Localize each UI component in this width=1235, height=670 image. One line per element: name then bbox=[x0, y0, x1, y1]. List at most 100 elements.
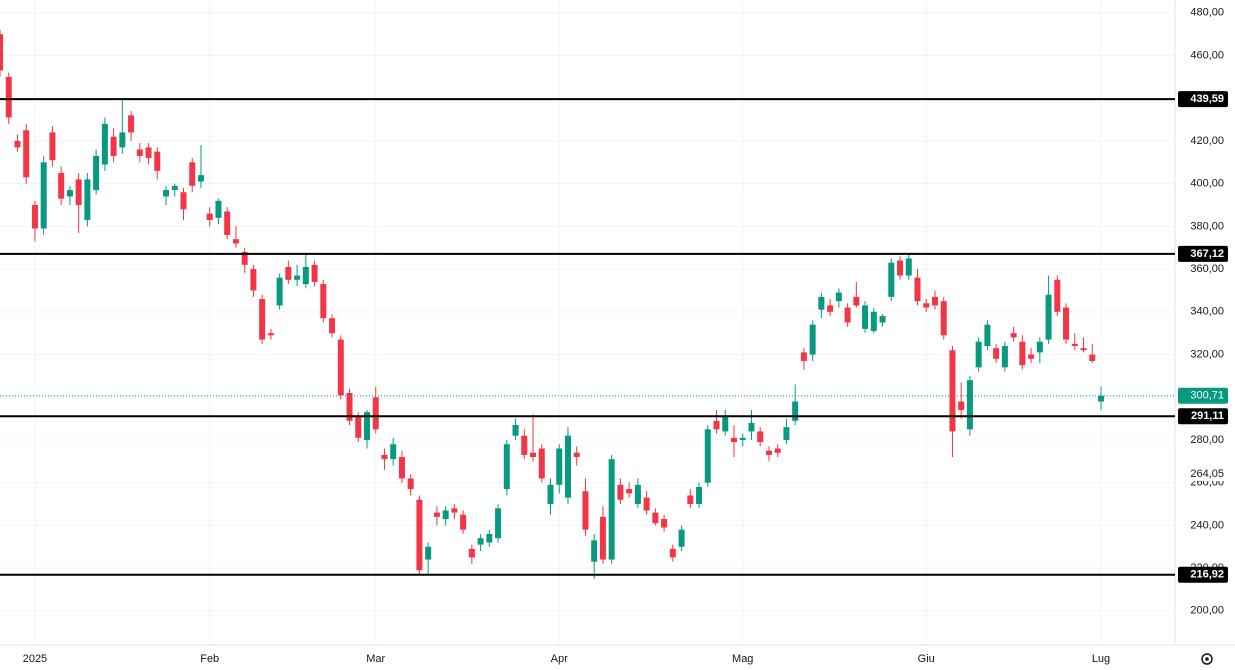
candle-body bbox=[31, 205, 38, 229]
candle-body bbox=[433, 512, 440, 517]
candle-body bbox=[931, 296, 938, 306]
candle-body bbox=[966, 380, 973, 430]
level-label-box bbox=[1178, 566, 1228, 583]
candle-body bbox=[547, 484, 554, 505]
candle-body bbox=[757, 431, 764, 443]
candle-body bbox=[40, 162, 47, 229]
candle-body bbox=[232, 239, 239, 244]
x-tick-label: 2025 bbox=[23, 653, 47, 665]
candle-body bbox=[862, 305, 869, 329]
gear-center[interactable] bbox=[1205, 657, 1209, 661]
x-tick-label: Feb bbox=[200, 653, 219, 665]
x-tick-label: Lug bbox=[1092, 653, 1110, 665]
candle-body bbox=[180, 192, 187, 210]
candle-body bbox=[792, 401, 799, 421]
candle-body bbox=[1019, 341, 1026, 366]
candle-body bbox=[372, 397, 379, 430]
candle-body bbox=[722, 416, 729, 432]
candle-body bbox=[1089, 354, 1096, 361]
candle-body bbox=[337, 339, 344, 396]
candle-body bbox=[783, 427, 790, 440]
gear[interactable] bbox=[1201, 653, 1213, 665]
candle-body bbox=[329, 318, 336, 334]
candle-body bbox=[14, 140, 21, 148]
candle-body bbox=[538, 448, 545, 479]
candle-body bbox=[626, 489, 633, 494]
candle-body bbox=[958, 401, 965, 411]
candle-body bbox=[311, 264, 318, 282]
candle-body bbox=[984, 324, 991, 346]
candle-body bbox=[250, 269, 257, 291]
settings-icon[interactable] bbox=[1201, 653, 1213, 665]
candle-body bbox=[163, 190, 170, 197]
candle-body bbox=[696, 486, 703, 505]
candle-body bbox=[993, 348, 1000, 359]
candle-body bbox=[416, 499, 423, 571]
candle-body bbox=[582, 491, 589, 530]
level-label: 216,92 bbox=[1190, 569, 1224, 581]
candle-body bbox=[573, 452, 580, 458]
candle-body bbox=[687, 495, 694, 505]
candle-body bbox=[704, 429, 711, 483]
y-tick-label: 280,00 bbox=[1190, 434, 1224, 446]
grid bbox=[0, 0, 1175, 645]
candle-body bbox=[468, 548, 475, 558]
candle-body bbox=[460, 514, 467, 530]
candle-body bbox=[800, 352, 807, 361]
candle-body bbox=[145, 147, 152, 159]
candle-body bbox=[669, 548, 676, 558]
candle-body bbox=[477, 538, 484, 545]
candle-body bbox=[364, 412, 370, 440]
candle-body bbox=[1045, 294, 1052, 340]
candle-body bbox=[599, 516, 606, 560]
candle-body bbox=[486, 533, 493, 543]
candle-body bbox=[617, 484, 624, 500]
y-tick-label: 400,00 bbox=[1190, 178, 1224, 190]
candle-body bbox=[136, 149, 143, 156]
candle-body bbox=[748, 422, 755, 432]
candle-body bbox=[171, 185, 178, 191]
candle-body bbox=[381, 454, 388, 460]
x-tick-label: Mar bbox=[366, 653, 385, 665]
candle-body bbox=[888, 262, 895, 297]
candle-body bbox=[84, 179, 91, 220]
y-tick-label: 240,00 bbox=[1190, 519, 1224, 531]
level-label-box bbox=[1178, 91, 1228, 108]
candle-body bbox=[844, 307, 851, 323]
level-label-box bbox=[1178, 245, 1228, 262]
candle-body bbox=[75, 179, 82, 206]
candle-body bbox=[1063, 307, 1070, 340]
candle-body bbox=[154, 151, 161, 171]
candle-body bbox=[442, 510, 449, 519]
level-label-box bbox=[1178, 408, 1228, 425]
candle-body bbox=[914, 277, 921, 302]
candle-body bbox=[119, 132, 126, 148]
candle-body bbox=[765, 450, 772, 455]
candle-body bbox=[23, 130, 30, 178]
candle-body bbox=[634, 484, 641, 505]
candle-body bbox=[197, 175, 204, 182]
candle-body bbox=[294, 275, 301, 280]
candle-body bbox=[1054, 279, 1061, 312]
candle-body bbox=[835, 292, 842, 302]
candle-body bbox=[302, 266, 309, 285]
level-label: 367,12 bbox=[1190, 248, 1224, 260]
candle-body bbox=[215, 200, 222, 218]
candle-body bbox=[320, 284, 327, 319]
candle-body bbox=[643, 497, 650, 511]
candle-body bbox=[905, 258, 912, 276]
candle-body bbox=[713, 420, 720, 430]
candle-body bbox=[1080, 348, 1087, 351]
candle-body bbox=[827, 305, 834, 312]
x-tick-label: Giu bbox=[918, 653, 935, 665]
y-tick-label: 200,00 bbox=[1190, 605, 1224, 617]
candle-body bbox=[608, 459, 615, 560]
candle-body bbox=[809, 324, 816, 355]
level-label: 439,59 bbox=[1190, 93, 1224, 105]
candle-body bbox=[975, 341, 982, 368]
candle-body bbox=[1028, 354, 1035, 359]
candle-body bbox=[678, 529, 685, 547]
candle-body bbox=[451, 508, 458, 513]
candle-body bbox=[206, 213, 213, 220]
